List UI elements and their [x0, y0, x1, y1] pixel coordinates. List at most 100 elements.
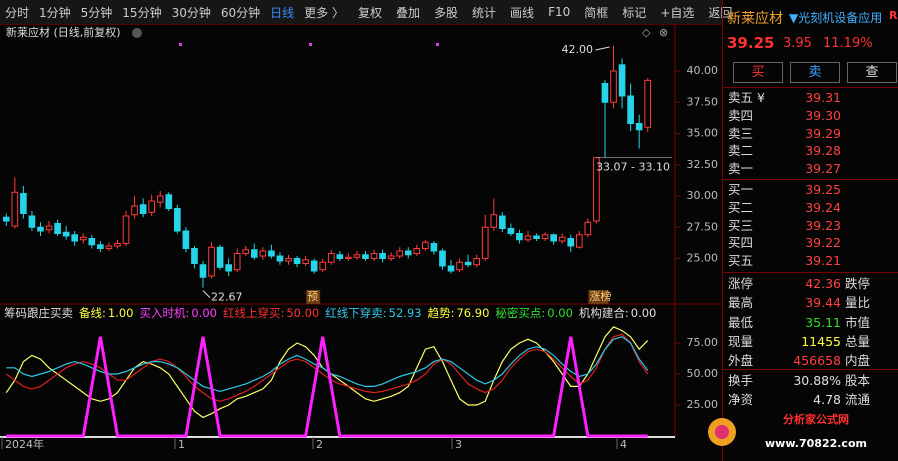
- candle-body: [225, 264, 232, 272]
- x-label: 3: [455, 438, 462, 451]
- candle-body: [199, 264, 207, 278]
- candle-body: [182, 230, 190, 249]
- signal-dot: [436, 43, 439, 46]
- row-label: 量比: [845, 295, 871, 311]
- readout: 备线:: [79, 306, 106, 320]
- tool-button[interactable]: 画线: [510, 5, 535, 20]
- candle-body: [584, 221, 592, 236]
- row-label: 换手: [728, 372, 754, 388]
- quote-row: 卖一 39.27: [723, 160, 898, 178]
- chart-title: 新莱应材 (日线,前复权): [6, 25, 121, 39]
- view-icon[interactable]: ◇: [642, 26, 651, 39]
- row-label: 流通: [845, 391, 871, 407]
- tool-button[interactable]: F10: [548, 5, 571, 19]
- quote-row: 卖二 39.28: [723, 142, 898, 160]
- y-tick-label: 50.00: [687, 367, 719, 380]
- candle-body: [524, 235, 532, 241]
- y-tick-label: 37.50: [687, 95, 719, 108]
- period-tab[interactable]: 60分钟: [220, 5, 261, 20]
- candle-body: [45, 225, 53, 231]
- candle-body: [105, 245, 113, 249]
- candle-body: [387, 255, 395, 259]
- tool-button[interactable]: 多股: [434, 5, 459, 20]
- candle-body: [533, 235, 540, 239]
- readout: 买入时机:: [139, 306, 190, 320]
- tool-button[interactable]: 返回: [708, 5, 733, 20]
- candle-body: [353, 254, 361, 258]
- tool-button[interactable]: 叠加: [396, 5, 421, 20]
- row-label: 跌停: [845, 276, 871, 291]
- candle-body: [88, 238, 96, 246]
- candle-body: [310, 260, 318, 272]
- candle-body: [345, 256, 352, 259]
- tool-button[interactable]: +自选: [660, 5, 695, 20]
- watermark: 分析家公式网 www.70822.com: [708, 412, 867, 450]
- x-label: 4: [620, 438, 627, 451]
- y-tick-label: 40.00: [687, 64, 719, 77]
- signal-dot: [179, 43, 182, 46]
- period-tab[interactable]: 1分钟: [39, 5, 71, 20]
- quote-row: 涨停 42.36 跌停: [723, 275, 898, 293]
- candle-body: [11, 191, 19, 227]
- y-tick-label: 35.00: [687, 127, 719, 140]
- sector[interactable]: ▼光刻机设备应用: [789, 11, 883, 25]
- candle-body: [336, 254, 344, 259]
- row-value: 456658: [793, 353, 841, 369]
- period-tab[interactable]: 5分钟: [80, 5, 113, 20]
- row-value: 39.25: [805, 182, 841, 197]
- close-icon[interactable]: ⊗: [659, 26, 668, 39]
- quote-row: 卖四 39.30: [723, 107, 898, 125]
- candle-body: [233, 253, 241, 271]
- indicator-line: [5, 333, 649, 402]
- candle-body: [464, 261, 472, 266]
- quote-row: 最高 39.44 量比: [723, 294, 898, 312]
- row-label: 涨停: [728, 276, 754, 291]
- price: 39.25: [727, 34, 775, 52]
- candle-body: [627, 95, 634, 124]
- period-tab[interactable]: 15分钟: [122, 5, 162, 20]
- row-label: 股本: [845, 372, 871, 388]
- row-label: 买四: [728, 235, 754, 251]
- candle-body: [456, 261, 463, 271]
- row-label: 外盘: [728, 353, 754, 369]
- candle-body: [293, 258, 301, 264]
- row-value: 39.30: [805, 107, 841, 123]
- trade-button[interactable]: 卖: [790, 62, 840, 83]
- readout-value: 76.90: [456, 306, 490, 320]
- divider: [723, 179, 898, 180]
- candle-body: [319, 261, 327, 271]
- watermark-name: 分析家公式网: [783, 412, 849, 426]
- candle-body: [97, 244, 104, 249]
- high-annotation: 42.00: [562, 43, 594, 56]
- row-label: 内盘: [845, 353, 871, 369]
- tool-button[interactable]: 标记: [622, 5, 647, 20]
- tool-button[interactable]: 复权: [357, 5, 382, 20]
- row-value: 4.78: [813, 391, 841, 407]
- trade-button[interactable]: 查: [847, 62, 897, 83]
- candle-body: [276, 255, 284, 262]
- tool-button[interactable]: 简框: [584, 5, 609, 20]
- candle-body: [165, 194, 173, 209]
- divider: [723, 369, 898, 370]
- candle-body: [285, 258, 292, 262]
- candle-body: [507, 228, 515, 234]
- y-tick-label: 32.50: [687, 158, 719, 171]
- row-value: 35.11: [805, 314, 841, 330]
- candle-body: [79, 236, 87, 241]
- period-tab[interactable]: 分时: [5, 5, 30, 20]
- period-tab[interactable]: 更多 〉: [304, 5, 344, 20]
- candle-body: [191, 248, 198, 264]
- row-label: 总量: [845, 333, 871, 349]
- title-menu[interactable]: [132, 28, 142, 38]
- period-tab[interactable]: 日线: [270, 5, 295, 20]
- trade-button[interactable]: 买: [733, 62, 783, 83]
- candle-body: [62, 231, 70, 237]
- tool-button[interactable]: 统计: [472, 5, 497, 20]
- period-tab[interactable]: 30分钟: [171, 5, 211, 20]
- candle-body: [490, 214, 498, 228]
- candle-body: [550, 234, 557, 242]
- low-annotation: 22.67: [211, 291, 243, 304]
- row-label: 净资: [728, 391, 754, 407]
- row-label: 卖一: [728, 161, 754, 177]
- candle-body: [148, 200, 155, 213]
